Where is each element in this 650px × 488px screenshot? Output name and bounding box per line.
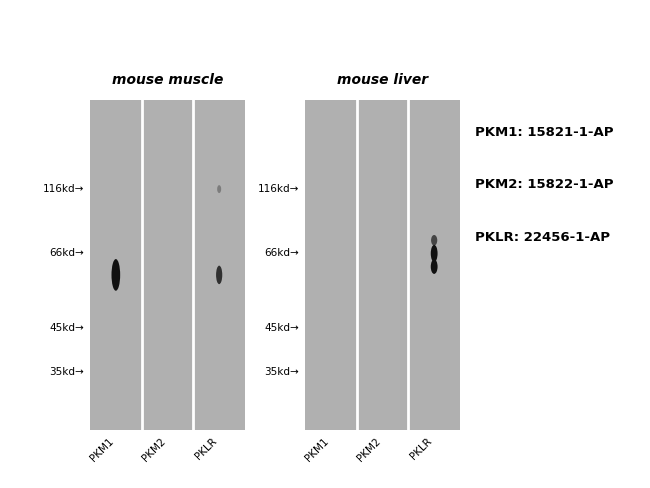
Text: PKM2: PKM2 [356,436,382,463]
Text: mouse muscle: mouse muscle [112,73,223,87]
Text: 66kd→: 66kd→ [49,248,84,259]
Ellipse shape [431,235,437,245]
Text: PKLR: PKLR [409,436,434,461]
Text: PKM1: PKM1 [88,436,116,463]
Text: 35kd→: 35kd→ [265,367,299,377]
Ellipse shape [216,265,222,284]
Text: 116kd→: 116kd→ [43,184,84,194]
Text: 116kd→: 116kd→ [257,184,299,194]
Text: PKM2: PKM2 [140,436,168,463]
Text: PKM1: 15821-1-AP: PKM1: 15821-1-AP [475,126,614,140]
Text: PKM2: 15822-1-AP: PKM2: 15822-1-AP [475,179,614,191]
Text: PKM1: PKM1 [304,436,331,463]
Text: 45kd→: 45kd→ [49,323,84,333]
Ellipse shape [431,260,437,274]
Ellipse shape [431,245,437,262]
Text: 66kd→: 66kd→ [265,248,299,259]
Text: PKLR: PKLR [194,436,219,461]
Ellipse shape [112,259,120,291]
Bar [305,100,460,430]
Text: PKLR: 22456-1-AP: PKLR: 22456-1-AP [475,230,610,244]
Text: 35kd→: 35kd→ [49,367,84,377]
Ellipse shape [217,185,221,193]
Text: mouse liver: mouse liver [337,73,428,87]
Text: 45kd→: 45kd→ [265,323,299,333]
Bar [90,100,245,430]
